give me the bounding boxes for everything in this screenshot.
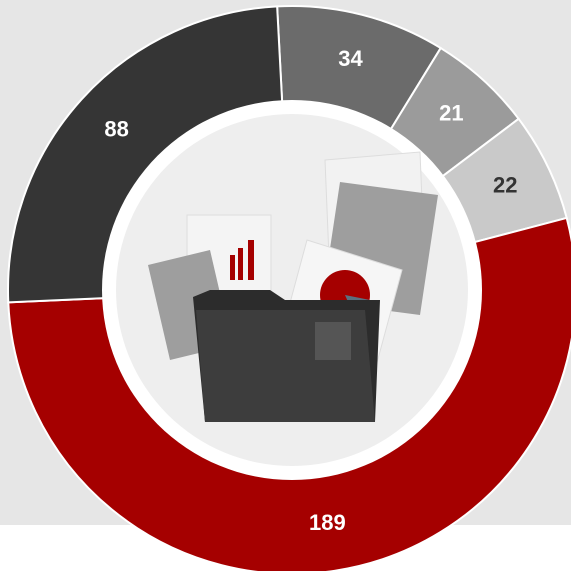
icon-bar: [230, 255, 235, 280]
icon-bar: [238, 248, 243, 280]
value-label: 34: [338, 46, 363, 71]
value-label: 88: [104, 116, 128, 141]
folder-label: [315, 322, 351, 360]
value-label: 21: [439, 100, 463, 125]
icon-bar: [248, 240, 254, 280]
value-label: 22: [493, 172, 517, 197]
value-label: 189: [309, 510, 346, 535]
illustration: [148, 151, 438, 422]
donut: [7, 5, 571, 571]
